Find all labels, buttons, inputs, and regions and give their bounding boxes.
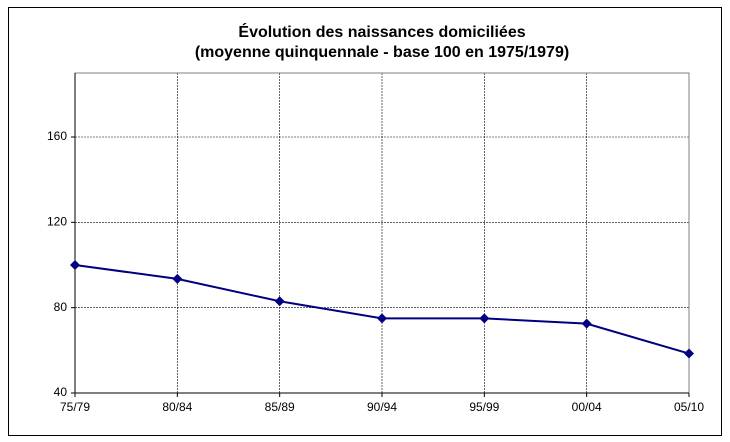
chart-subtitle: (moyenne quinquennale - base 100 en 1975… [195,44,569,61]
x-tick-label: 90/94 [367,400,397,414]
x-tick-label: 05/10 [674,400,704,414]
data-point [70,260,80,270]
x-tick-label: 75/79 [60,400,90,414]
y-tick-label: 80 [54,300,68,314]
chart-frame [8,7,722,436]
y-tick-label: 160 [47,129,67,143]
data-point [581,318,592,329]
x-tick-label: 85/89 [265,400,295,414]
x-tick-label: 00/04 [572,400,602,414]
y-tick-label: 120 [47,215,67,229]
y-tick-label: 40 [54,385,68,399]
x-tick-label: 95/99 [469,400,499,414]
data-point [274,296,285,307]
x-tick-label: 80/84 [162,400,192,414]
chart-title: Évolution des naissances domiciliées [238,22,525,41]
data-point [377,313,387,324]
data-point [172,273,183,284]
data-point [684,348,694,359]
data-point [479,313,490,324]
